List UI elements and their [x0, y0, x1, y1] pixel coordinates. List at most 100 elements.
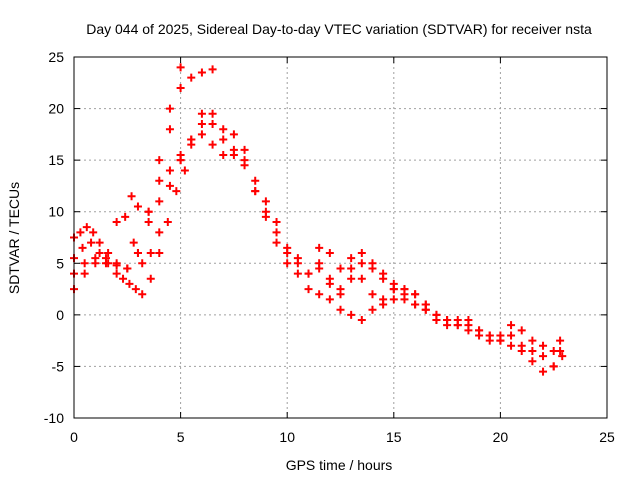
- data-point: [539, 352, 548, 361]
- data-point: [112, 269, 121, 278]
- data-point: [261, 212, 270, 221]
- data-point: [368, 290, 377, 299]
- data-point: [155, 156, 164, 165]
- data-point: [163, 218, 172, 227]
- data-point: [80, 259, 89, 268]
- data-point: [127, 192, 136, 201]
- data-point: [219, 125, 228, 134]
- data-point: [315, 290, 324, 299]
- data-point: [240, 156, 249, 165]
- y-tick-label: 20: [48, 101, 64, 117]
- data-point: [485, 336, 494, 345]
- data-point: [165, 166, 174, 175]
- data-point: [133, 248, 142, 257]
- data-point: [539, 341, 548, 350]
- data-point: [229, 130, 238, 139]
- data-point: [112, 261, 121, 270]
- data-point: [197, 68, 206, 77]
- data-point: [432, 310, 441, 319]
- data-point: [357, 259, 366, 268]
- data-point: [76, 228, 85, 237]
- x-tick-label: 10: [279, 429, 295, 445]
- y-tick-label: 25: [48, 49, 64, 65]
- data-point: [315, 259, 324, 268]
- data-point: [293, 269, 302, 278]
- data-point: [347, 274, 356, 283]
- data-point: [475, 331, 484, 340]
- data-point: [272, 238, 281, 247]
- x-tick-label: 25: [599, 429, 615, 445]
- chart-title: Day 044 of 2025, Sidereal Day-to-day VTE…: [86, 21, 592, 37]
- series-track-8: [315, 243, 441, 319]
- data-point: [80, 269, 89, 278]
- data-point: [208, 140, 217, 149]
- data-point: [91, 254, 100, 263]
- data-point: [251, 187, 260, 196]
- data-point: [304, 285, 313, 294]
- data-point: [87, 238, 96, 247]
- data-point: [379, 300, 388, 309]
- data-point: [336, 264, 345, 273]
- data-point: [155, 197, 164, 206]
- data-point: [464, 316, 473, 325]
- data-point: [123, 264, 132, 273]
- series-track-5: [127, 109, 565, 371]
- data-point: [165, 181, 174, 190]
- data-point: [131, 285, 140, 294]
- data-point: [357, 274, 366, 283]
- data-point: [133, 202, 142, 211]
- data-point: [528, 336, 537, 345]
- data-point: [453, 321, 462, 330]
- data-point: [539, 367, 548, 376]
- data-point: [165, 104, 174, 113]
- data-point: [138, 290, 147, 299]
- data-point: [283, 248, 292, 257]
- data-point: [464, 326, 473, 335]
- data-point: [112, 218, 121, 227]
- data-point: [336, 305, 345, 314]
- data-point: [368, 305, 377, 314]
- data-point: [119, 274, 128, 283]
- data-point: [240, 145, 249, 154]
- data-point: [315, 243, 324, 252]
- data-point: [357, 248, 366, 257]
- data-point: [421, 300, 430, 309]
- y-tick-label: 0: [56, 307, 64, 323]
- data-point: [517, 326, 526, 335]
- data-point: [336, 285, 345, 294]
- x-tick-label: 0: [70, 429, 78, 445]
- x-tick-label: 20: [493, 429, 509, 445]
- data-point: [379, 269, 388, 278]
- data-point: [411, 290, 420, 299]
- data-point: [155, 228, 164, 237]
- data-point: [549, 346, 558, 355]
- y-tick-label: 5: [56, 255, 64, 271]
- series-track-7: [165, 130, 565, 355]
- data-point: [507, 341, 516, 350]
- x-tick-label: 5: [177, 429, 185, 445]
- data-point: [89, 228, 98, 237]
- axis-ticks: [73, 56, 608, 419]
- data-point: [208, 120, 217, 129]
- data-point: [272, 218, 281, 227]
- data-point: [272, 228, 281, 237]
- data-point: [155, 176, 164, 185]
- data-point: [400, 285, 409, 294]
- data-point: [347, 254, 356, 263]
- data-point: [400, 295, 409, 304]
- y-tick-label: -10: [44, 410, 64, 426]
- data-point: [251, 176, 260, 185]
- data-point: [95, 248, 104, 257]
- data-point: [165, 125, 174, 134]
- data-point: [558, 352, 567, 361]
- data-points: [70, 63, 567, 376]
- data-point: [229, 150, 238, 159]
- data-point: [155, 248, 164, 257]
- data-point: [125, 279, 134, 288]
- data-point: [176, 63, 185, 72]
- data-point: [95, 238, 104, 247]
- data-point: [219, 150, 228, 159]
- data-point: [78, 243, 87, 252]
- data-point: [197, 109, 206, 118]
